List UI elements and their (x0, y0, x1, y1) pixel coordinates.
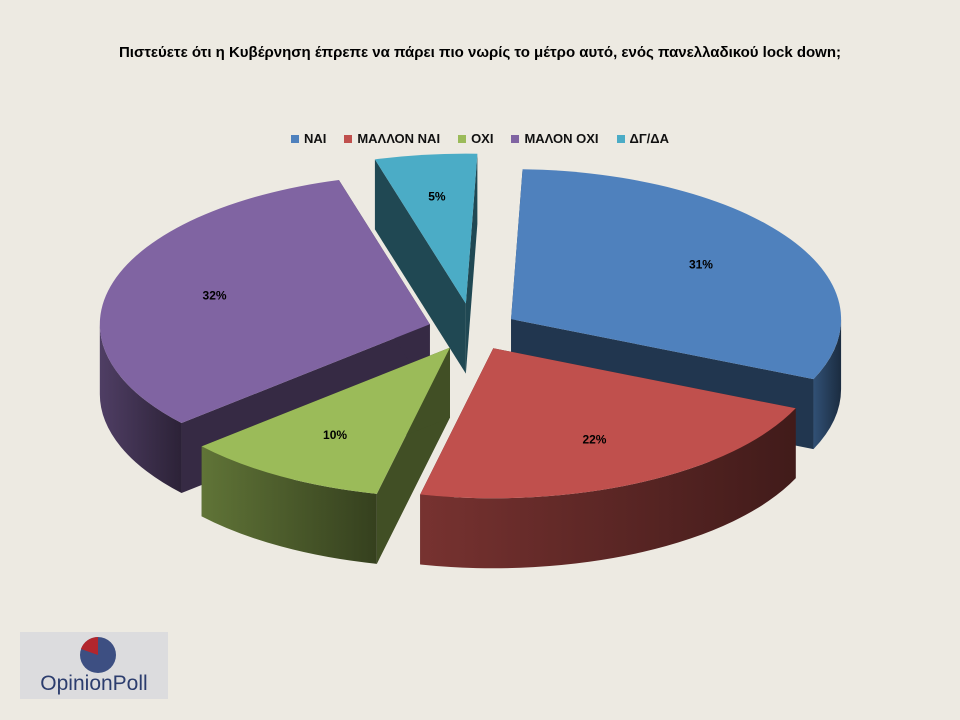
slice-side-face (465, 153, 478, 374)
data-label-4: 5% (428, 189, 446, 203)
slice-top-face (374, 153, 478, 304)
pie-slice-2 (201, 347, 450, 564)
logo-icon (80, 637, 116, 673)
slice-outer-wall (201, 446, 377, 564)
legend-item-malon-oxi: ΜΑΛΟΝ ΟΧΙ (511, 131, 599, 146)
legend-label: ΟΧΙ (471, 131, 494, 146)
legend-item-oxi: ΟΧΙ (458, 131, 493, 146)
pie-slice-1 (420, 348, 796, 569)
legend-label: ΜΑΛΟΝ ΟΧΙ (524, 131, 599, 146)
slice-outer-wall (420, 408, 796, 569)
legend-swatch (290, 134, 299, 143)
chart-title: Πιστεύετε ότι η Κυβέρνηση έπρεπε να πάρε… (118, 44, 842, 61)
legend-swatch (616, 134, 625, 143)
slice-top-face (99, 180, 430, 424)
slice-top-face (201, 347, 450, 494)
legend: ΝΑΙ ΜΑΛΛΟΝ ΝΑΙ ΟΧΙ ΜΑΛΟΝ ΟΧΙ ΔΓ/ΔΑ (0, 131, 960, 146)
slice-side-face (374, 159, 466, 374)
slice-top-face (420, 348, 796, 499)
data-label-1: 22% (582, 432, 606, 446)
logo-text: OpinionPoll (40, 672, 148, 695)
legend-item-mallon-nai: ΜΑΛΛΟΝ ΝΑΙ (344, 131, 440, 146)
pie-slice-4 (374, 153, 478, 374)
opinionpoll-logo: OpinionPoll (20, 632, 168, 699)
data-label-0: 31% (689, 258, 713, 272)
legend-item-nai: ΝΑΙ (290, 131, 327, 146)
legend-label: ΜΑΛΛΟΝ ΝΑΙ (357, 131, 441, 146)
slice-outer-wall (99, 324, 182, 494)
legend-swatch (458, 134, 467, 143)
data-label-3: 32% (203, 288, 227, 302)
data-label-2: 10% (323, 428, 347, 442)
legend-swatch (511, 134, 520, 143)
legend-swatch (344, 134, 353, 143)
legend-label: ΔΓ/ΔΑ (629, 131, 670, 146)
legend-label: ΝΑΙ (303, 131, 327, 146)
legend-item-dg-da: ΔΓ/ΔΑ (616, 131, 670, 146)
slice-outer-wall (813, 319, 842, 450)
slice-top-face (511, 169, 842, 380)
